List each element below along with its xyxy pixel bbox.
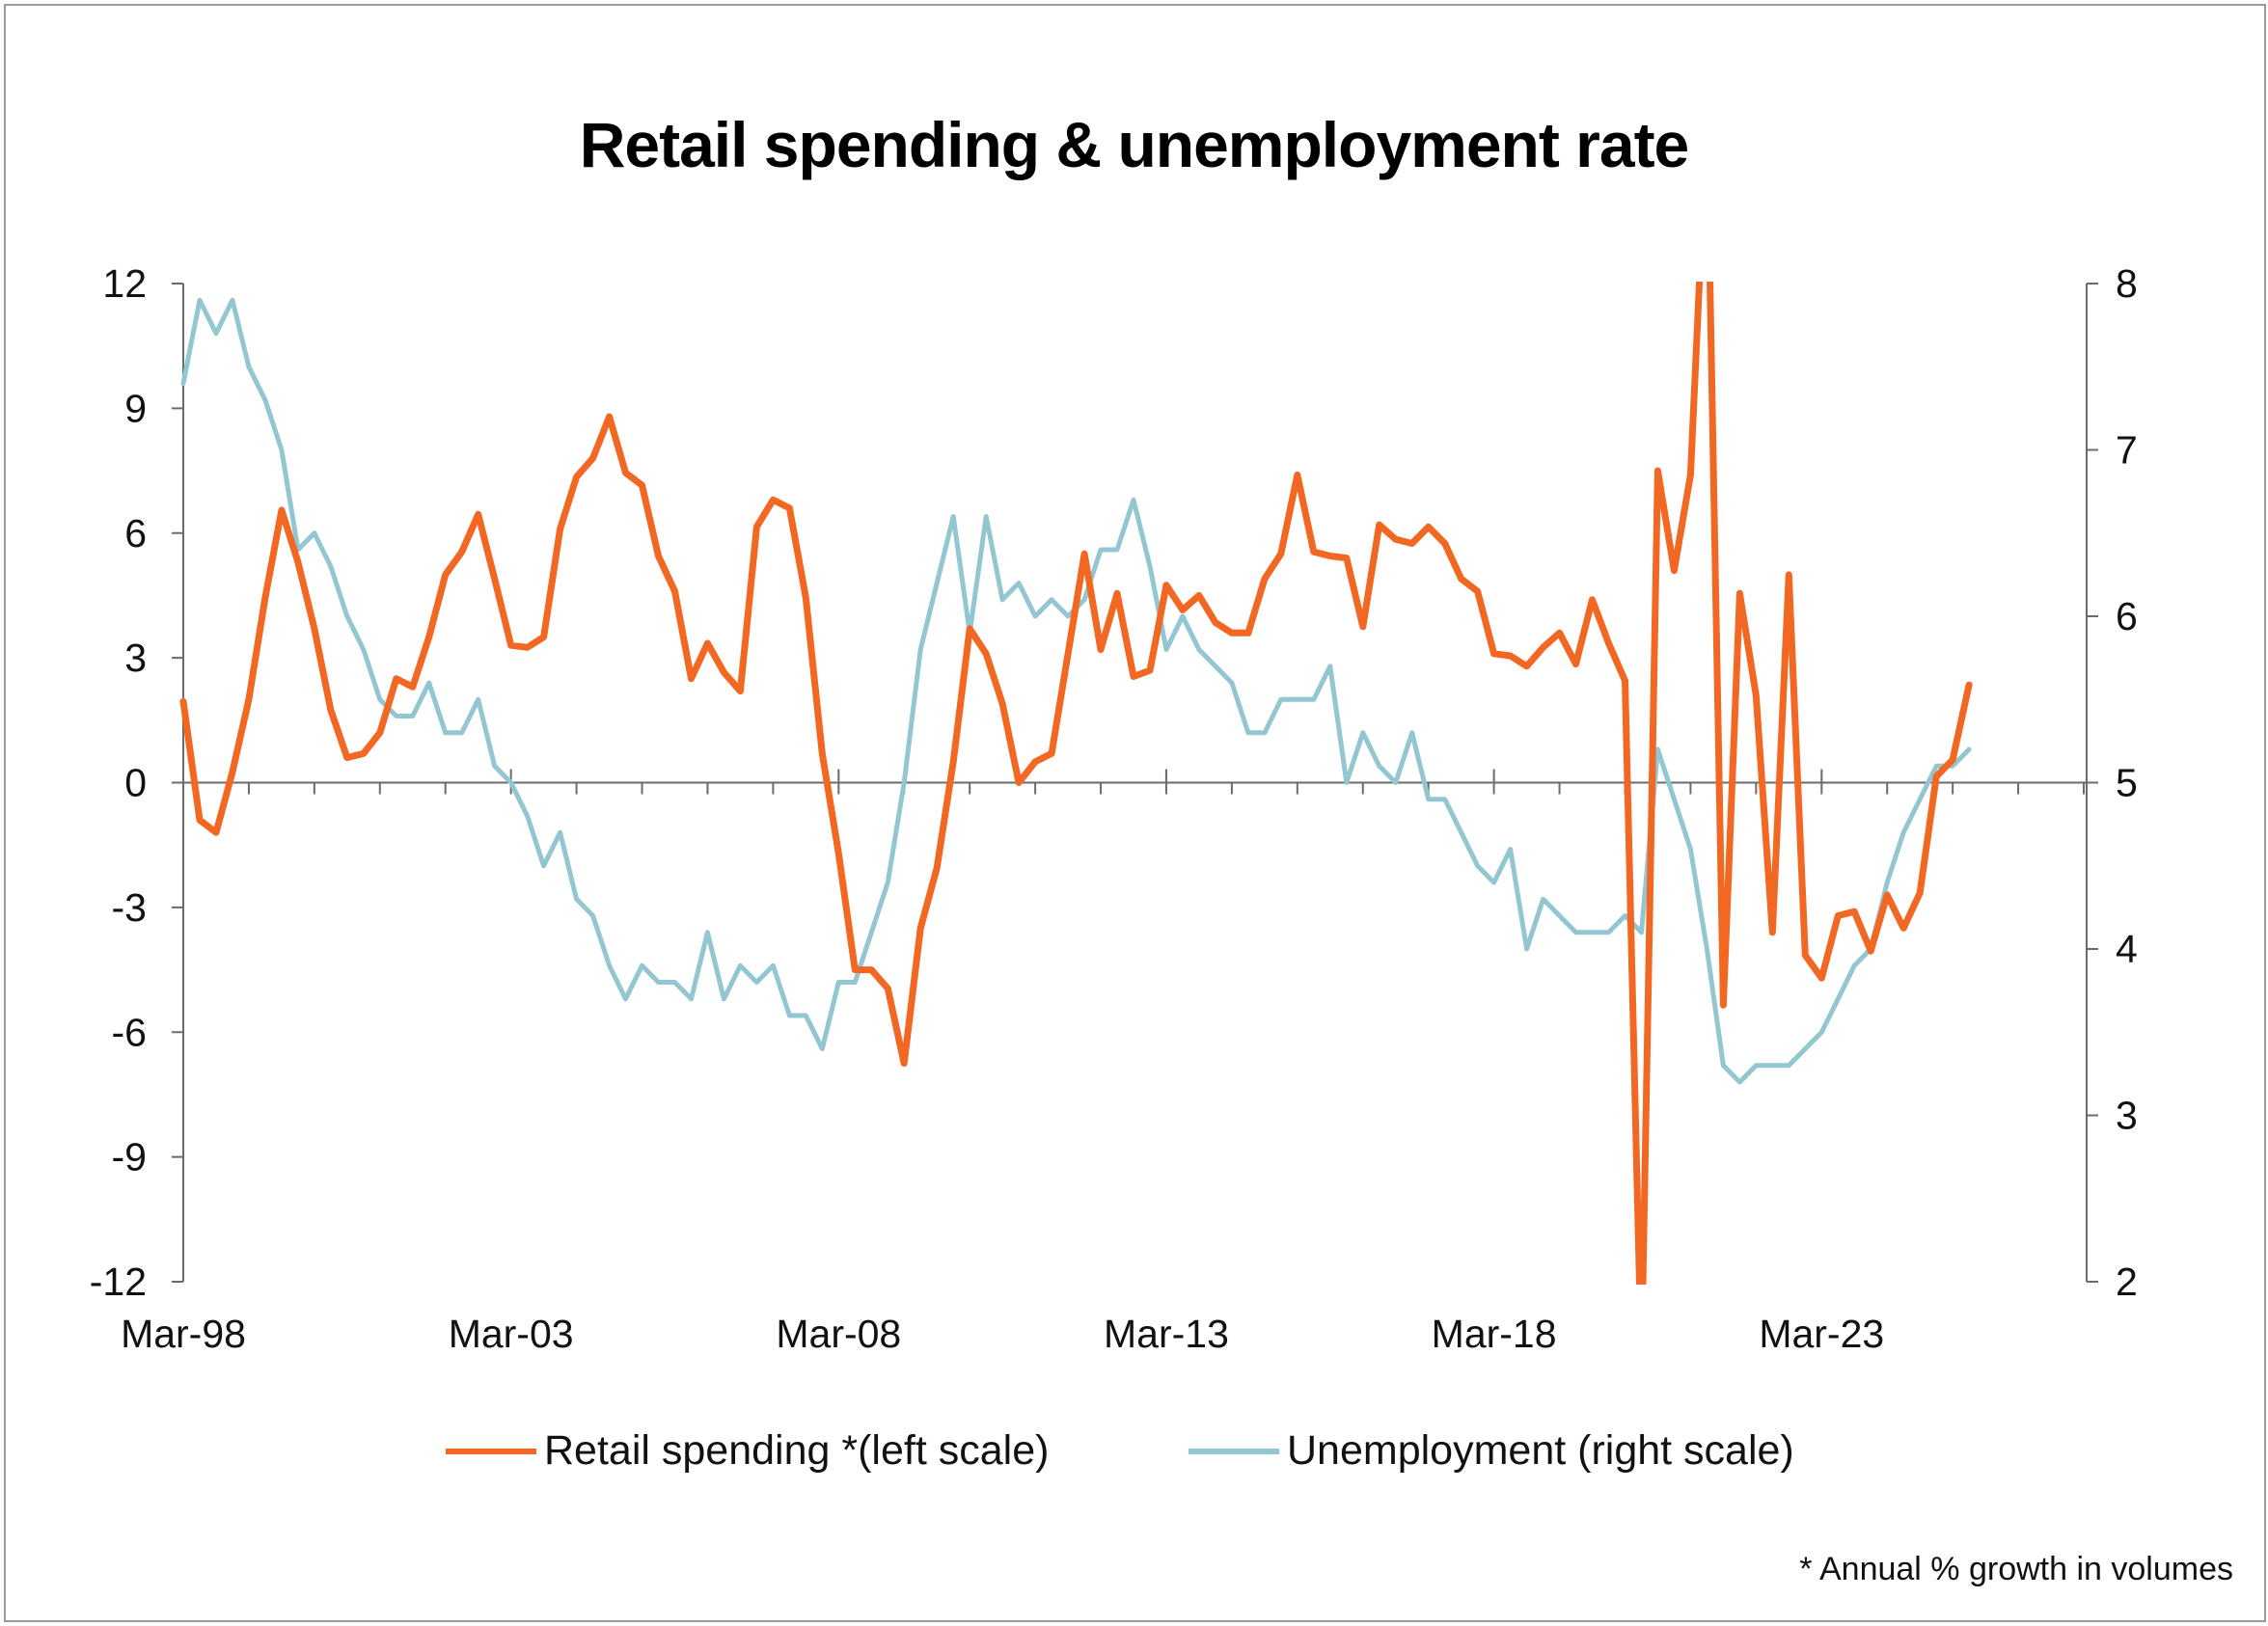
left-axis-tick-label: -9: [112, 1135, 147, 1179]
left-axis-tick-label: -6: [112, 1010, 147, 1054]
legend-swatch-retail: [446, 1448, 536, 1454]
unemployment-line: [180, 297, 1972, 1085]
x-axis-tick-label: Mar-23: [1759, 1312, 1884, 1356]
left-axis-tick-label: -3: [112, 885, 147, 930]
left-axis-tick-label: 0: [124, 761, 147, 805]
x-axis-tick-label: Mar-03: [449, 1312, 574, 1356]
right-axis-tick-label: 4: [2116, 927, 2138, 971]
left-axis-tick-label: 6: [124, 511, 147, 556]
right-axis-tick-label: 8: [2116, 261, 2138, 306]
x-axis-tick-label: Mar-18: [1432, 1312, 1557, 1356]
right-axis-tick-label: 2: [2116, 1260, 2138, 1304]
right-axis-tick-label: 7: [2116, 428, 2138, 473]
left-axis-tick-label: 12: [102, 261, 147, 306]
x-axis-tick-label: Mar-08: [776, 1312, 901, 1356]
left-axis-tick-label: 3: [124, 636, 147, 680]
right-axis-tick-label: 3: [2116, 1094, 2138, 1138]
legend-label-unemployment: Unemployment (right scale): [1287, 1427, 1794, 1474]
chart-frame: [4, 4, 2266, 1622]
legend-swatch-unemployment: [1189, 1448, 1279, 1454]
chart-title: Retail spending & unemployment rate: [579, 109, 1690, 180]
left-axis-tick-label: 9: [124, 386, 147, 430]
right-axis-tick-label: 5: [2116, 761, 2138, 805]
footnote: * Annual % growth in volumes: [1799, 1551, 2233, 1587]
x-axis-tick-label: Mar-98: [121, 1312, 246, 1356]
legend-label-retail: Retail spending *(left scale): [544, 1427, 1050, 1474]
legend-item-retail: Retail spending *(left scale): [446, 1427, 1049, 1475]
legend-item-unemployment: Unemployment (right scale): [1189, 1427, 1794, 1475]
left-axis-tick-label: -12: [90, 1260, 147, 1304]
right-axis-tick-label: 6: [2116, 594, 2138, 638]
retail-spending-line: [179, 282, 1973, 1285]
x-axis-tick-label: Mar-13: [1104, 1312, 1229, 1356]
